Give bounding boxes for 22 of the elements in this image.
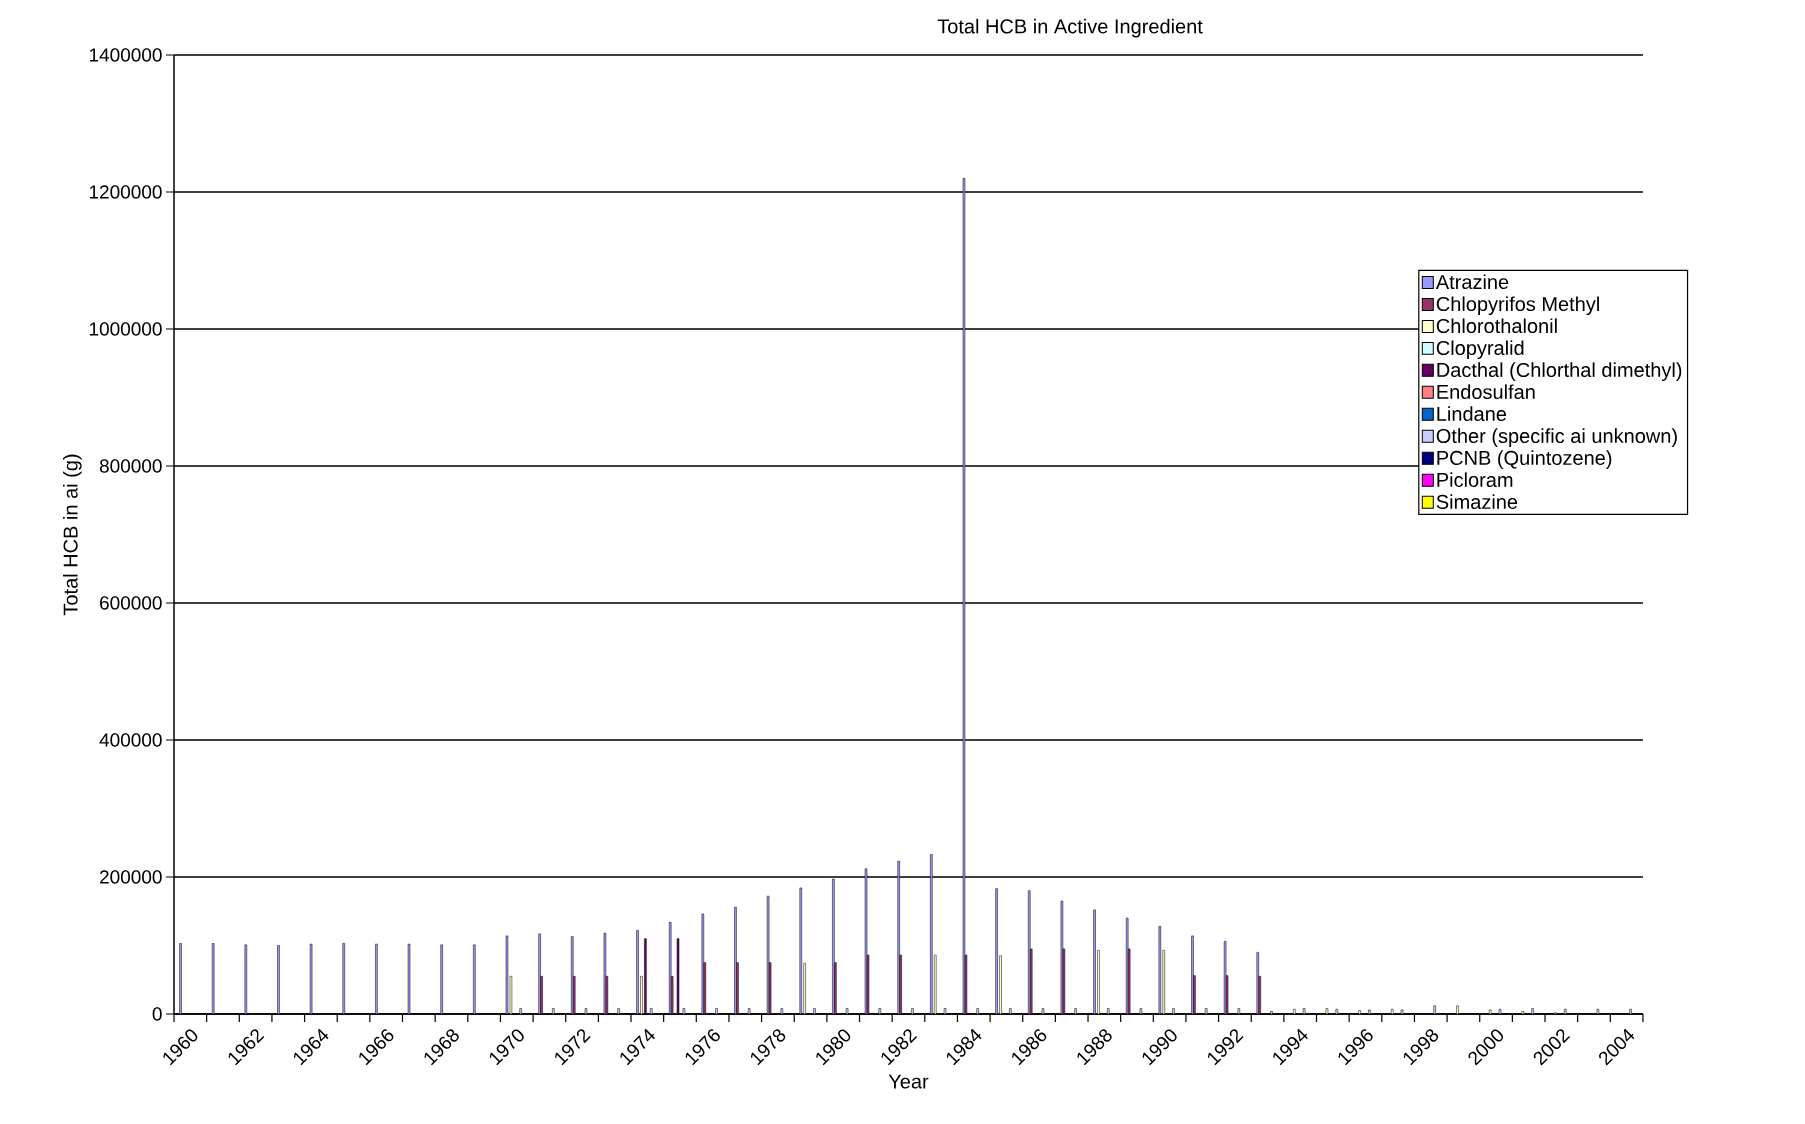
legend-label: PCNB (Quintozene) xyxy=(1437,450,1612,469)
legend-label: Picloram xyxy=(1437,472,1513,488)
legend-label: Atrazine xyxy=(1435,274,1509,290)
y-tick-label: 200000 xyxy=(100,870,162,884)
y-tick-label: 0 xyxy=(152,1007,162,1021)
x-axis-title: Year xyxy=(888,1074,929,1089)
legend-label: Simazine xyxy=(1436,494,1518,509)
y-axis-title: Total HCB in ai (g) xyxy=(63,454,82,616)
y-tick-label: 1000000 xyxy=(89,322,162,336)
legend-label: Endosulfan xyxy=(1437,384,1535,400)
legend-label: Chlorothalonil xyxy=(1436,318,1557,334)
legend-label: Clopyralid xyxy=(1436,340,1524,360)
y-tick-label: 1400000 xyxy=(89,48,162,62)
legend-label: Other (specific ai unknown) xyxy=(1436,428,1677,447)
y-tick-label: 400000 xyxy=(99,733,162,747)
y-tick-label: 1200000 xyxy=(89,185,162,199)
legend-label: Chlopyrifos Methyl xyxy=(1436,296,1599,316)
legend-label: Dacthal (Chlorthal dimethyl) xyxy=(1437,362,1682,382)
chart-title: Total HCB in Active Ingredient xyxy=(937,18,1203,38)
legend-label: Lindane xyxy=(1437,406,1507,422)
y-tick-label: 600000 xyxy=(100,596,162,610)
y-tick-label: 800000 xyxy=(99,459,162,473)
